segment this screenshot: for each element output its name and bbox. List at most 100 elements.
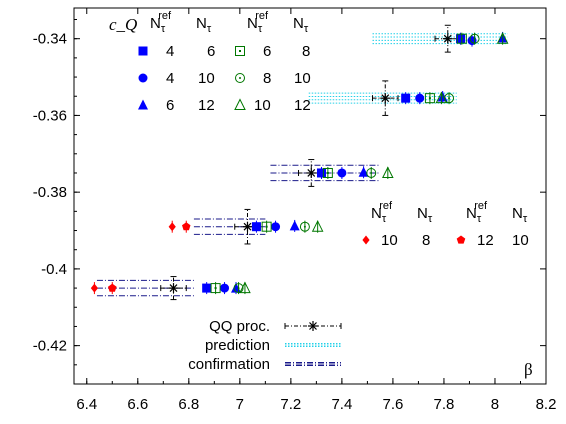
legend-header-nt-sub: τ — [523, 213, 528, 225]
plot-frame — [73, 7, 547, 385]
marker-layer — [90, 24, 509, 301]
marker-shape — [382, 166, 394, 178]
marker-shape — [234, 98, 246, 110]
legend-header-nt: Nτ — [293, 15, 309, 35]
x-tick-label: 7.6 — [382, 396, 403, 413]
legend-header-2: Nτref Nτ — [247, 10, 309, 35]
qq-star-stroke — [381, 94, 390, 103]
marker-shape — [358, 166, 369, 177]
legend-marker — [138, 46, 148, 56]
marker-dot — [265, 225, 268, 228]
legend-header-ref: Nτref — [371, 200, 393, 225]
data-point — [311, 220, 324, 232]
data-point — [469, 33, 480, 44]
marker-shape — [362, 235, 370, 245]
data-point — [182, 222, 191, 231]
legend-header-nt-sub: τ — [207, 23, 212, 35]
data-point — [261, 221, 272, 232]
data-point — [322, 167, 333, 178]
marker-shape — [311, 220, 324, 232]
marker-dot — [370, 171, 373, 174]
marker-shape — [90, 283, 99, 293]
legend-header-ref-sub: τ — [382, 213, 387, 225]
legend-header-ref-sup: ref — [474, 200, 488, 212]
marker-shape — [235, 46, 245, 56]
legend-header-nt-sub: τ — [304, 23, 309, 35]
marker-shape — [235, 73, 245, 83]
legend-confirmation: confirmation — [188, 356, 270, 373]
x-tick-label: 8.2 — [536, 396, 557, 413]
legend-header-ref-sub: τ — [258, 23, 263, 35]
legend-header-nt-n: N — [512, 205, 523, 222]
marker-shape — [138, 99, 148, 110]
legend: Nτref Nτ Nτref Nτ Nτref Nτ Nτref Nτ 4 6 … — [138, 10, 529, 373]
marker-shape — [182, 222, 191, 231]
data-point — [271, 222, 281, 232]
marker-dot — [239, 50, 241, 52]
marker-shape — [322, 167, 333, 178]
data-point — [316, 168, 326, 178]
qq-star-stroke — [243, 222, 252, 231]
legend-nt-value: 8 — [422, 232, 430, 249]
marker-shape — [401, 93, 411, 103]
legend-header-ref-sup: ref — [158, 10, 172, 22]
legend-nt-value: 10 — [198, 70, 215, 87]
x-tick-label: 8 — [491, 396, 499, 413]
legend-header-ref-n: N — [247, 15, 258, 32]
legend-header-ref-sub: τ — [477, 213, 482, 225]
legend-header-ref-n: N — [371, 205, 382, 222]
x-tick-label: 6.8 — [178, 396, 199, 413]
legend-marker — [235, 46, 245, 56]
data-point — [210, 283, 221, 294]
data-point — [382, 166, 394, 178]
data-point — [239, 281, 251, 294]
legend-nt-value: 6 — [207, 43, 215, 60]
y-tick-label: -0.38 — [33, 184, 67, 201]
marker-shape — [366, 167, 377, 178]
legend-header-ref-sub: τ — [161, 23, 166, 35]
marker-shape — [233, 283, 244, 294]
x-tick-label: 7.4 — [331, 396, 352, 413]
x-tick-label: 6.6 — [127, 396, 148, 413]
marker-shape — [467, 36, 477, 46]
marker-shape — [138, 46, 148, 56]
x-tick-label: 7 — [236, 396, 244, 413]
legend-nt-value: 10 — [294, 70, 311, 87]
marker-shape — [202, 283, 212, 293]
legend-header-nt-sub: τ — [428, 213, 433, 225]
data-point — [233, 283, 244, 294]
legend-header-nt-n: N — [293, 15, 304, 32]
marker-shape — [424, 93, 435, 104]
data-point — [415, 93, 425, 103]
legend-marker — [362, 235, 370, 245]
legend-header-ref: Nτref — [150, 10, 172, 35]
marker-shape — [415, 93, 425, 103]
legend-ref-value: 6 — [263, 43, 271, 60]
qq-proc-point — [372, 80, 399, 116]
x-tick-label: 7.2 — [280, 396, 301, 413]
data-point — [401, 93, 411, 103]
legend-marker — [456, 235, 466, 244]
marker-dot — [448, 97, 451, 100]
legend-ref-value: 4 — [166, 43, 174, 60]
legend-ref-value: 4 — [166, 70, 174, 87]
data-point — [108, 283, 117, 292]
marker-dot — [460, 37, 463, 40]
marker-dot — [303, 225, 306, 228]
marker-shape — [108, 283, 117, 292]
data-point — [358, 166, 369, 177]
marker-shape — [316, 168, 326, 178]
marker-shape — [435, 91, 448, 104]
marker-shape — [456, 34, 466, 44]
legend-qq-sample — [284, 321, 342, 331]
qq-star-stroke — [307, 169, 316, 177]
legend-prediction: prediction — [205, 337, 270, 354]
x-tick-label: 7.8 — [434, 396, 455, 413]
marker-dot — [473, 37, 476, 40]
marker-shape — [289, 220, 300, 231]
marker-shape — [251, 222, 261, 232]
marker-shape — [239, 281, 251, 294]
marker-shape — [138, 73, 148, 83]
data-point — [299, 221, 310, 232]
